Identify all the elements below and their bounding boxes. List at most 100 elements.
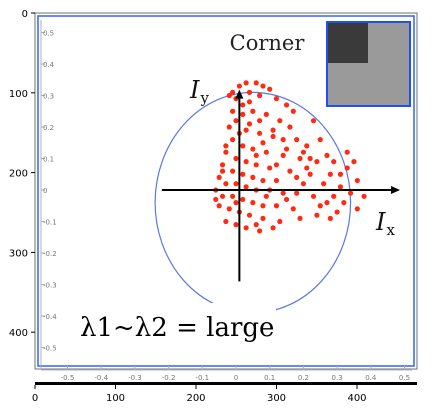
scatter-point [324, 200, 330, 206]
y-axis-label: Iy [189, 76, 209, 107]
scatter-point [300, 181, 306, 187]
frame-y-tick-label: 0 [22, 9, 28, 20]
scatter-point [273, 177, 280, 184]
scatter-point [243, 80, 249, 86]
x-axis-label: Ix [375, 208, 395, 239]
scatter-point [253, 80, 259, 86]
scatter-point [256, 118, 263, 124]
scatter-point [246, 99, 253, 105]
ix-axis-arrowhead [391, 186, 401, 194]
scatter-point [270, 225, 276, 231]
frame-x-tick-label: 100 [106, 393, 125, 404]
scatter-point [273, 203, 280, 209]
scatter-point [226, 206, 232, 212]
annotation-box [72, 303, 276, 347]
scatter-point [263, 149, 269, 155]
inner-y-tick-label: 0.4 [43, 61, 55, 69]
scatter-point [226, 124, 232, 130]
scatter-point [347, 190, 354, 196]
scatter-point [287, 124, 293, 130]
scatter-point [344, 165, 350, 171]
scatter-point [213, 196, 219, 203]
inner-y-tick-label: -0.3 [43, 282, 57, 290]
scatter-point [256, 92, 263, 99]
scatter-point [273, 162, 280, 168]
scatter-point [277, 118, 283, 124]
frame-x-tick-label: 200 [186, 393, 205, 404]
scatter-point [246, 121, 253, 127]
scatter-point [297, 155, 303, 162]
scatter-point [344, 149, 350, 155]
scatter-point [250, 200, 256, 206]
frame-x-tick-label: 0 [32, 393, 38, 404]
scatter-point [223, 181, 229, 187]
frame-x-tick-label: 300 [267, 393, 286, 404]
scatter-point [337, 171, 344, 177]
scatter-point [250, 108, 256, 114]
scatter-point [233, 200, 239, 206]
inner-x-tick-label: -0.1 [195, 374, 209, 382]
scatter-point [223, 143, 229, 149]
scatter-point [246, 212, 253, 218]
scatter-point [321, 181, 327, 187]
scatter-point [216, 203, 222, 209]
scatter-point [230, 108, 236, 114]
scatter-point [243, 184, 249, 190]
scatter-point [287, 168, 293, 174]
scatter-point [246, 89, 253, 95]
inner-y-tick-label: 0.2 [43, 124, 54, 132]
scatter-point [280, 137, 286, 143]
scatter-point [260, 177, 266, 184]
scatter-point [236, 83, 242, 89]
scatter-point [260, 203, 266, 209]
scatter-point [240, 196, 246, 203]
scatter-point [219, 168, 226, 174]
frame-bottom-bar [35, 382, 417, 385]
scatter-point [226, 92, 232, 99]
scatter-point [324, 152, 330, 158]
scatter-point [230, 89, 236, 95]
scatter-point [307, 155, 313, 162]
scatter-point [283, 102, 290, 108]
frame-y-tick-label: 200 [9, 169, 28, 180]
scatter-point [354, 206, 360, 212]
scatter-point [263, 193, 269, 199]
annotation-text: λ1~λ2 = large [80, 313, 274, 343]
scatter-point [243, 159, 249, 165]
scatter-point [300, 149, 306, 155]
frame-y-tick-label: 100 [9, 89, 28, 100]
scatter-point [280, 152, 286, 158]
scatter-point [317, 203, 323, 209]
frame-y-tick-label: 400 [9, 328, 28, 339]
scatter-point [256, 130, 263, 136]
scatter-point [331, 193, 337, 199]
scatter-point [317, 137, 323, 143]
inner-y-tick-label: 0 [43, 187, 47, 195]
scatter-point [253, 162, 259, 168]
inner-y-tick-label: 0.1 [43, 156, 54, 164]
scatter-point [310, 118, 317, 124]
scatter-point [253, 222, 259, 228]
scatter-point [314, 212, 320, 218]
scatter-point [260, 83, 266, 89]
scatter-point [310, 193, 317, 199]
scatter-point [327, 215, 333, 221]
scatter-point [307, 171, 313, 177]
scatter-point [260, 215, 266, 221]
frame-x-tick-label: 400 [347, 393, 366, 404]
frame-y-tick-label: 300 [9, 248, 28, 259]
scatter-point [243, 127, 249, 133]
inner-y-tick-label: -0.5 [43, 345, 57, 353]
scatter-point [223, 218, 229, 225]
scatter-point [354, 177, 360, 184]
scatter-point [250, 146, 256, 152]
scatter-point [270, 127, 276, 133]
scatter-point [290, 206, 296, 212]
scatter-point [294, 137, 300, 143]
inner-x-tick-label: 0.2 [298, 374, 309, 382]
iy-axis-arrowhead [235, 89, 244, 99]
scatter-point [230, 137, 236, 143]
scatter-point [327, 171, 333, 177]
